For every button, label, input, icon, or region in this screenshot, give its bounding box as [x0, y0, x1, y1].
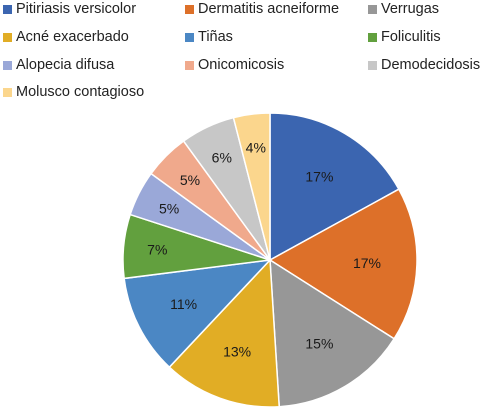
legend-item: Acné exacerbado	[3, 29, 129, 45]
slice-value-label: 7%	[147, 241, 167, 257]
legend-swatch	[3, 87, 12, 97]
legend-swatch	[368, 4, 377, 14]
slice-value-label: 5%	[180, 172, 200, 188]
legend-label: Pitiriasis versicolor	[16, 1, 137, 17]
legend-swatch	[3, 32, 12, 42]
legend-label: Tiñas	[198, 29, 233, 45]
chart-legend: Pitiriasis versicolor Dermatitis acneifor…	[0, 0, 497, 105]
legend-label: Dermatitis acneiforme	[198, 1, 340, 17]
slice-value-label: 4%	[246, 140, 266, 156]
legend-item: Foliculitis	[368, 29, 441, 45]
legend-swatch	[185, 60, 194, 70]
legend-swatch	[368, 60, 377, 70]
legend-swatch	[368, 32, 377, 42]
pie-slice	[268, 188, 418, 340]
slice-value-label: 5%	[159, 201, 179, 217]
slice-value-label: 17%	[305, 169, 333, 185]
legend-label: Acné exacerbado	[16, 29, 129, 45]
legend-swatch	[185, 32, 194, 42]
legend-item: Pitiriasis versicolor	[3, 1, 136, 17]
legend-label: Demodecidosis	[381, 57, 481, 73]
legend-label: Alopecia difusa	[16, 57, 115, 73]
legend-label: Foliculitis	[381, 29, 441, 45]
legend-label: Molusco contagioso	[16, 84, 145, 100]
slice-value-label: 11%	[170, 296, 197, 312]
pie-slice	[269, 112, 400, 262]
legend-item: Verrugas	[368, 1, 439, 17]
slice-value-label: 6%	[212, 150, 232, 166]
legend-swatch	[3, 4, 12, 14]
legend-swatch	[3, 60, 12, 70]
pie-slice	[232, 112, 271, 261]
legend-label: Onicomicosis	[198, 57, 285, 73]
legend-item: Alopecia difusa	[3, 57, 114, 73]
legend-item: Tiñas	[185, 29, 233, 45]
legend-item: Molusco contagioso	[3, 84, 144, 100]
legend-item: Demodecidosis	[368, 57, 480, 73]
slice-value-label: 13%	[223, 343, 251, 359]
legend-item: Onicomicosis	[185, 57, 284, 73]
pie-slice	[269, 258, 396, 407]
slice-value-label: 15%	[305, 336, 333, 352]
pie-slice	[123, 258, 272, 369]
legend-label: Verrugas	[381, 1, 440, 17]
legend-item: Dermatitis acneiforme	[185, 1, 339, 17]
slice-value-label: 17%	[353, 255, 381, 271]
legend-swatch	[185, 4, 194, 14]
